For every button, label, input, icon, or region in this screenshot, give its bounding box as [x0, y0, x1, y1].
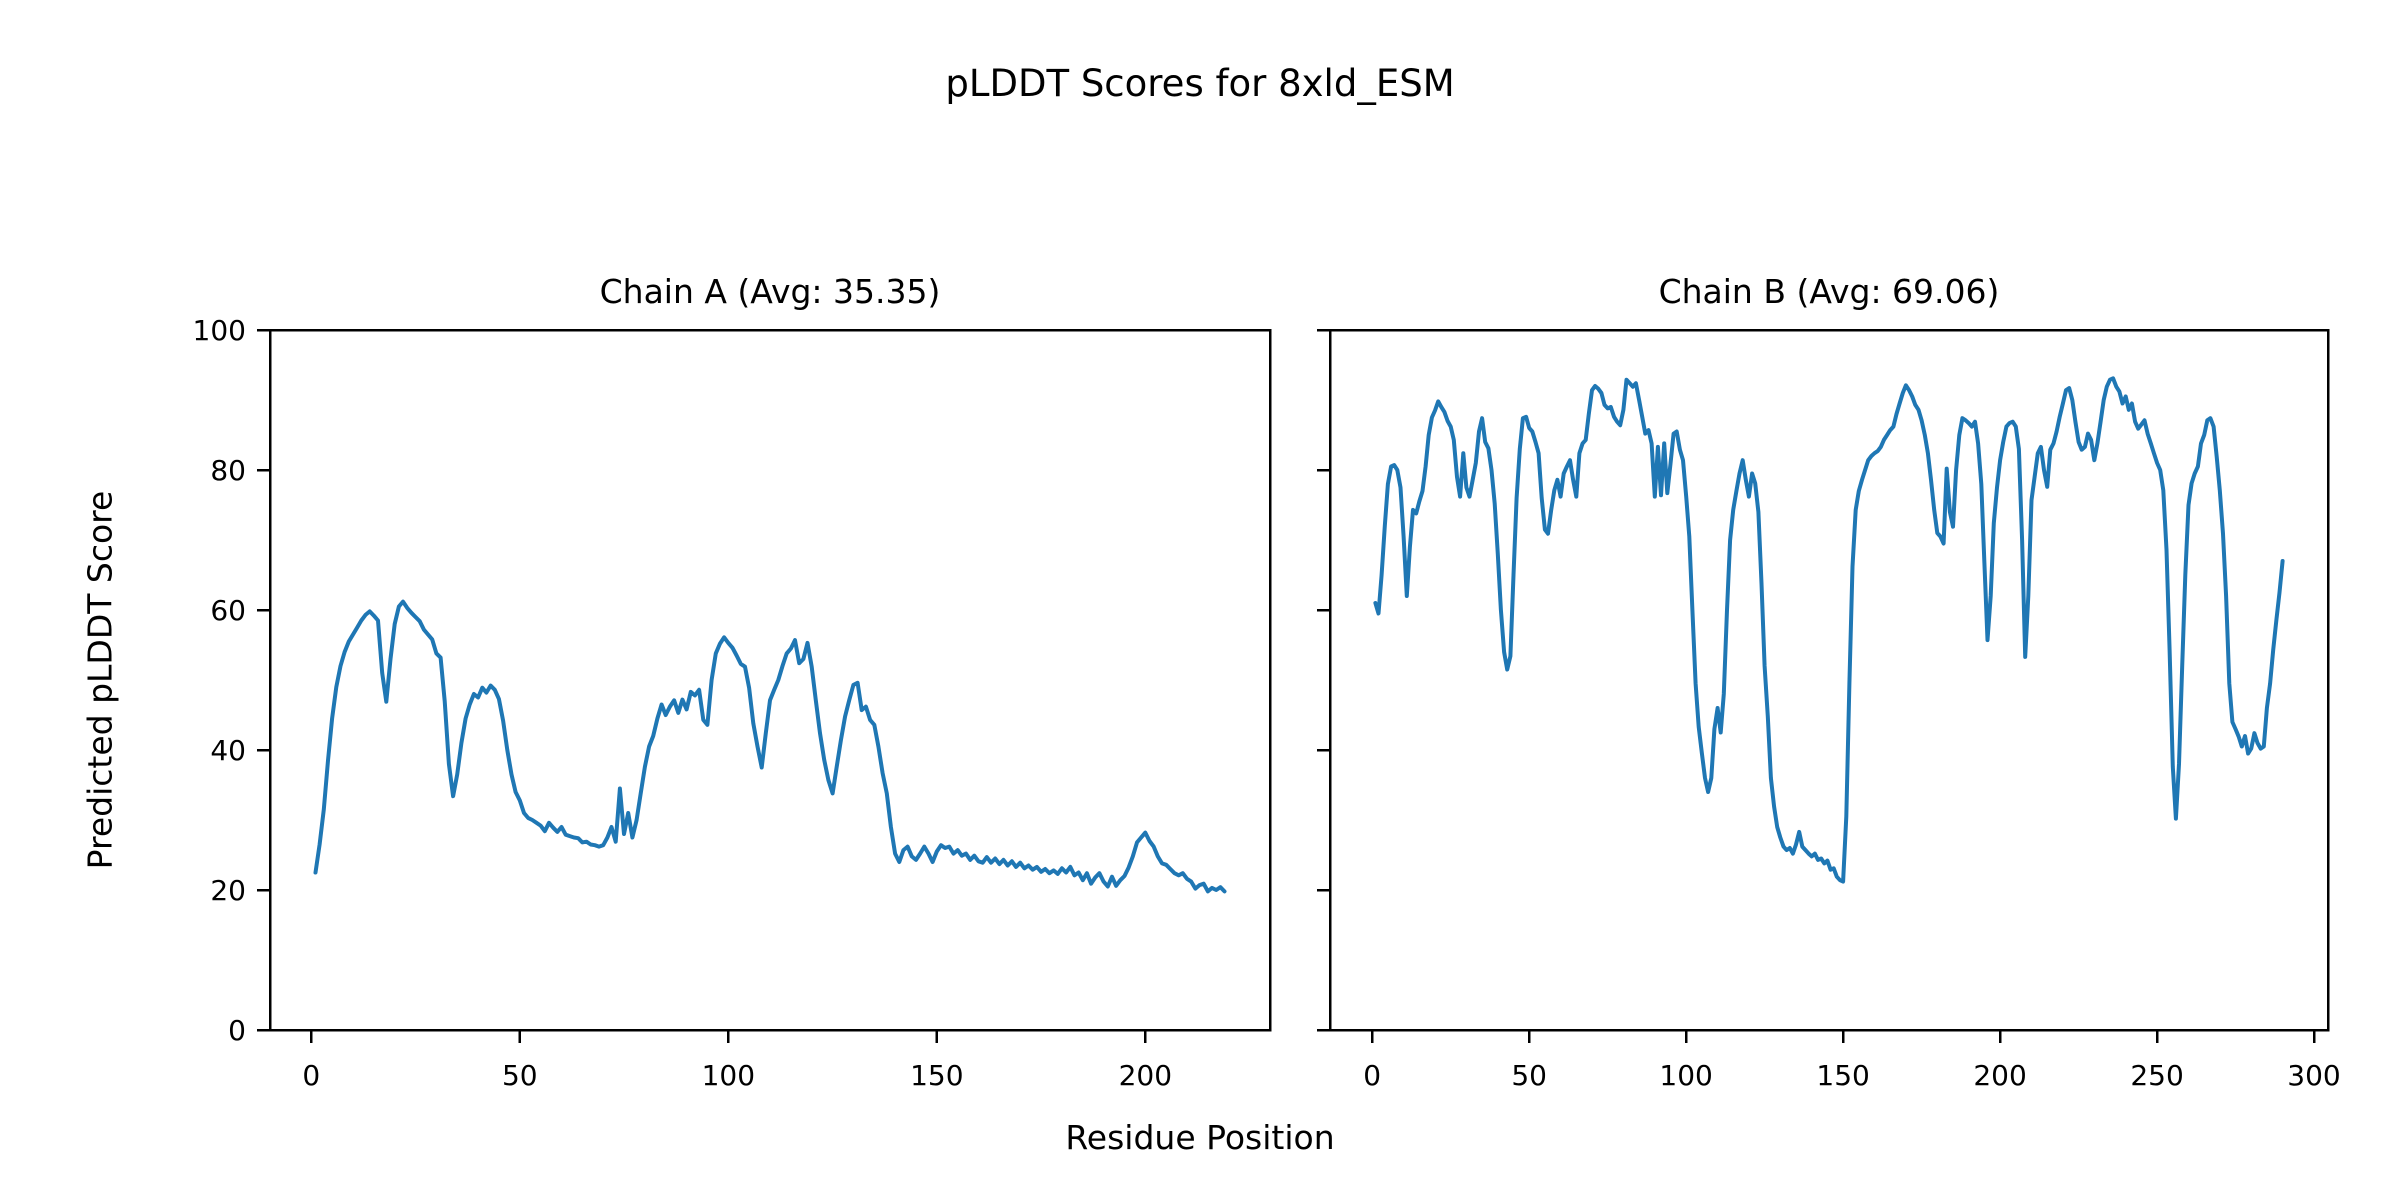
y-tick-label: 100 — [193, 314, 246, 347]
y-tick-label: 0 — [228, 1014, 246, 1047]
x-tick-label: 50 — [1511, 1059, 1547, 1092]
y-tick-label: 80 — [210, 454, 246, 487]
axes-spines — [268, 328, 1272, 1032]
plddt-line-chain-b — [1373, 376, 2285, 884]
y-tick-label: 60 — [210, 594, 246, 627]
x-tick-label: 0 — [1363, 1059, 1381, 1092]
x-tick-label: 100 — [1659, 1059, 1712, 1092]
subplot-title: Chain A (Avg: 35.35) — [600, 272, 941, 311]
x-tick-label: 150 — [910, 1059, 963, 1092]
x-tick-label: 150 — [1816, 1059, 1869, 1092]
x-axis-label: Residue Position — [1065, 1118, 1335, 1157]
plddt-line-chain-a — [313, 599, 1227, 894]
x-tick-label: 300 — [2287, 1059, 2340, 1092]
x-tick-label: 50 — [502, 1059, 538, 1092]
subplot-title: Chain B (Avg: 69.06) — [1659, 272, 2000, 311]
x-tick-label: 100 — [702, 1059, 755, 1092]
x-tick-label: 0 — [302, 1059, 320, 1092]
x-tick-label: 200 — [1119, 1059, 1172, 1092]
figure-title: pLDDT Scores for 8xld_ESM — [945, 62, 1455, 105]
x-tick-label: 250 — [2130, 1059, 2183, 1092]
y-tick-label: 40 — [210, 734, 246, 767]
y-tick-label: 20 — [210, 874, 246, 907]
axes-spines — [1328, 328, 2330, 1032]
x-tick-label: 200 — [1973, 1059, 2026, 1092]
